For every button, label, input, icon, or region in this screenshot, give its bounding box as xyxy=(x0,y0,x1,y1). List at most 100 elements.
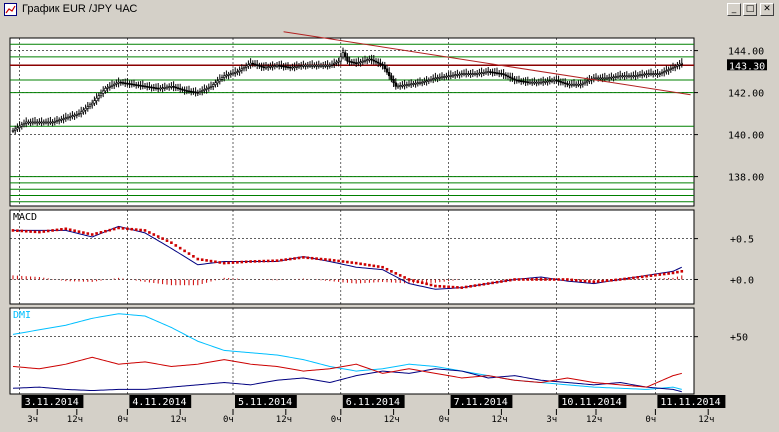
candle-body xyxy=(493,71,496,74)
candle-body xyxy=(304,64,307,67)
candle-body xyxy=(229,73,232,76)
macd-signal-dot xyxy=(64,227,68,231)
candle-body xyxy=(418,82,422,84)
candle-body xyxy=(616,75,620,78)
candle-body xyxy=(392,78,395,84)
candle-body xyxy=(291,66,294,69)
candle-body xyxy=(522,80,525,83)
candle-body xyxy=(266,66,270,69)
macd-signal-dot xyxy=(126,227,129,231)
candle-body xyxy=(618,75,622,78)
candle-body xyxy=(673,66,677,68)
macd-signal-dot xyxy=(610,278,613,282)
candle-body xyxy=(429,78,433,81)
candle-body xyxy=(401,84,404,87)
date-label: 6.11.2014 xyxy=(346,397,400,408)
candle-body xyxy=(447,75,450,78)
macd-signal-dot xyxy=(451,285,455,289)
macd-signal-dot xyxy=(667,272,670,275)
candle-body xyxy=(93,100,96,104)
macd-signal-dot xyxy=(200,258,204,262)
candle-body xyxy=(592,77,596,80)
candle-body xyxy=(277,64,281,67)
candle-body xyxy=(282,65,285,68)
macd-signal-dot xyxy=(315,257,318,260)
macd-signal-dot xyxy=(112,227,116,231)
candle-body xyxy=(69,116,72,118)
candle-body xyxy=(357,62,360,64)
candle-body xyxy=(548,80,552,83)
macd-signal-dot xyxy=(614,278,618,282)
candle-body xyxy=(66,116,70,119)
maximize-button[interactable]: □ xyxy=(743,3,757,16)
hour-label: 0ч xyxy=(117,415,128,425)
candle-body xyxy=(528,81,532,84)
macd-signal-dot xyxy=(535,278,538,281)
candle-body xyxy=(601,77,604,80)
macd-signal-dot xyxy=(341,260,345,263)
candle-body xyxy=(654,73,657,76)
macd-signal-dot xyxy=(218,261,222,264)
macd-signal-dot xyxy=(288,257,292,261)
candle-body xyxy=(330,63,334,66)
candle-body xyxy=(374,60,378,63)
macd-signal-dot xyxy=(324,258,327,261)
candle-body xyxy=(154,87,158,89)
candle-body xyxy=(658,73,662,76)
candle-body xyxy=(302,64,305,67)
chart-canvas[interactable]: 144.00 142.00 140.00 138.00 143.30 +0.5 +0.0… xyxy=(0,20,779,432)
macd-signal-dot xyxy=(504,279,508,283)
candle-body xyxy=(205,88,208,90)
candle-body xyxy=(150,86,153,89)
candle-body xyxy=(236,71,239,73)
candle-body xyxy=(665,70,668,72)
candle-body xyxy=(482,71,485,74)
candle-body xyxy=(315,64,318,67)
macd-signal-dot xyxy=(253,260,257,263)
minimize-button[interactable]: _ xyxy=(727,3,741,16)
candle-body xyxy=(517,80,521,82)
candle-body xyxy=(497,72,501,75)
macd-signal-dot xyxy=(156,235,160,238)
macd-signal-dot xyxy=(38,230,41,234)
candle-body xyxy=(223,75,226,78)
candle-body xyxy=(486,71,490,73)
macd-signal-dot xyxy=(354,261,358,265)
candle-body xyxy=(458,73,461,76)
candle-body xyxy=(462,73,466,76)
close-button[interactable]: ✕ xyxy=(760,3,774,16)
candle-body xyxy=(621,75,624,78)
hour-label: 12ч xyxy=(698,415,714,425)
candle-body xyxy=(660,72,664,75)
candle-body xyxy=(550,80,554,82)
macd-signal-dot xyxy=(513,278,516,281)
candle-body xyxy=(467,73,470,76)
macd-signal-dot xyxy=(222,261,226,265)
macd-signal-dot xyxy=(73,229,76,233)
candle-body xyxy=(203,89,206,91)
candle-body xyxy=(442,76,446,78)
candle-body xyxy=(403,84,406,87)
candle-body xyxy=(335,61,338,64)
candle-body xyxy=(11,130,15,132)
candle-body xyxy=(190,90,193,93)
candle-body xyxy=(104,88,107,92)
macd-signal-dot xyxy=(557,278,560,281)
candle-body xyxy=(321,64,325,67)
candle-body xyxy=(383,64,386,70)
title-bar[interactable]: График EUR /JPY ЧАС _ □ ✕ xyxy=(0,0,779,21)
candle-body xyxy=(324,64,327,67)
macd-signal-dot xyxy=(143,229,147,232)
candle-body xyxy=(365,59,369,62)
candle-body xyxy=(557,80,560,83)
date-label-box xyxy=(21,395,84,408)
macd-signal-dot xyxy=(627,277,631,280)
candle-body xyxy=(416,82,419,85)
candle-body xyxy=(425,80,428,83)
macd-signal-dot xyxy=(517,278,521,281)
hour-label: 0ч xyxy=(645,415,656,425)
macd-signal-dot xyxy=(495,280,499,284)
macd-signal-dot xyxy=(416,280,420,283)
macd-signal-dot xyxy=(306,256,310,260)
macd-signal-dot xyxy=(640,275,644,279)
